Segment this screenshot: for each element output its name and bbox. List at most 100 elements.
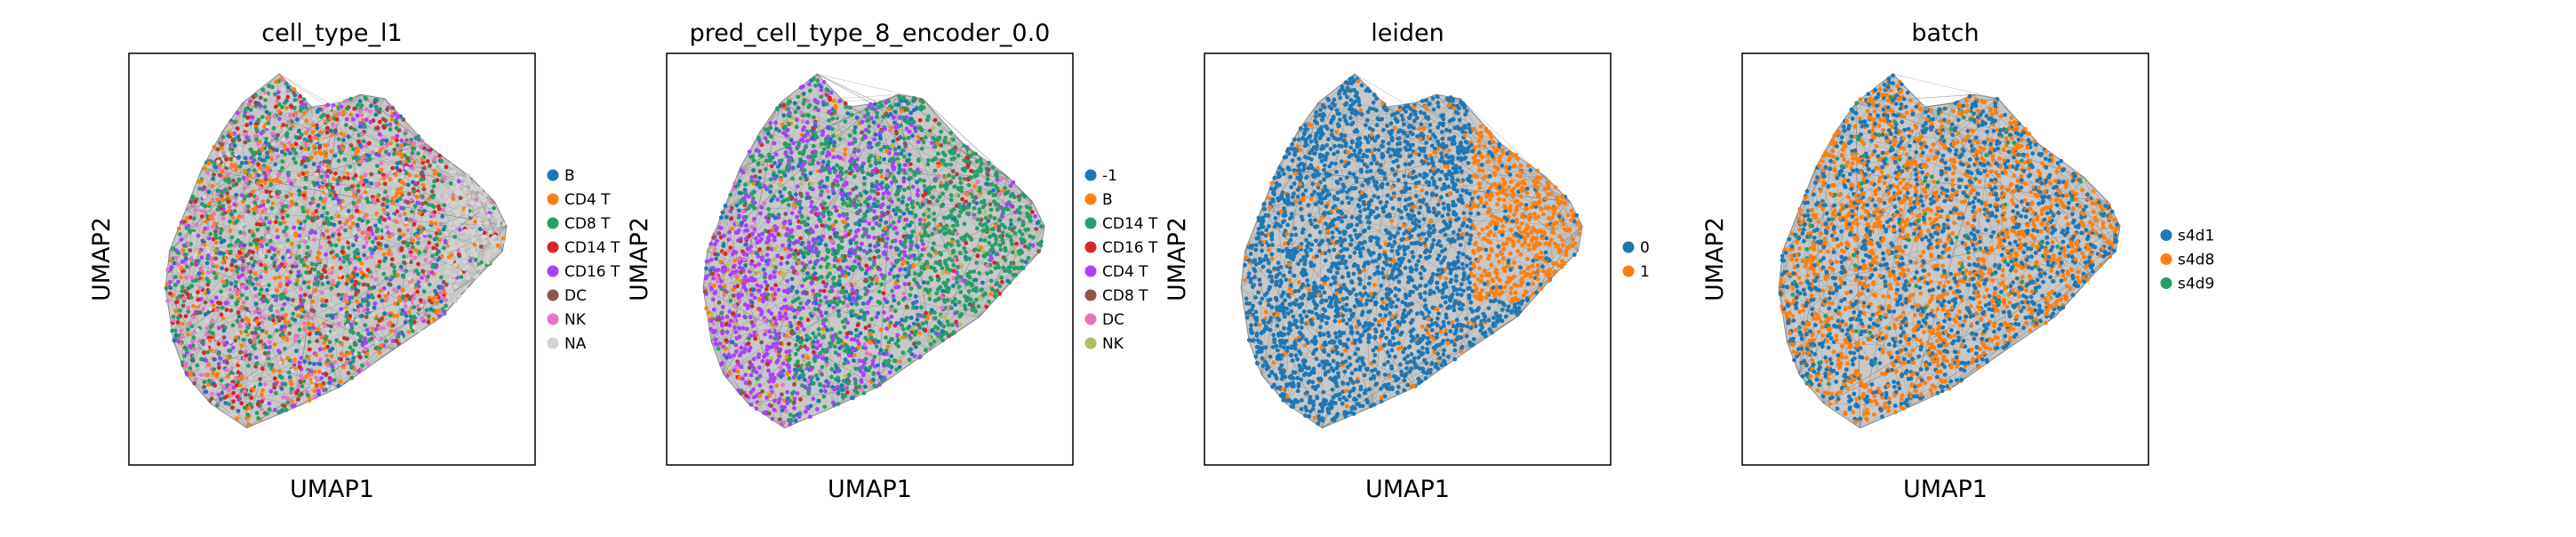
scatter-point (427, 241, 431, 245)
legend-marker (548, 314, 559, 325)
scatter-point (331, 368, 335, 373)
scatter-point (260, 282, 265, 286)
scatter-point (310, 317, 315, 321)
scatter-point (278, 285, 283, 289)
scatter-point (332, 360, 337, 365)
scatter-point (264, 266, 268, 270)
legend-marker (548, 266, 559, 277)
scatter-point (184, 257, 188, 261)
scatter-point (990, 182, 995, 187)
scatter-point (176, 280, 180, 285)
scatter-point (321, 185, 325, 189)
scatter-point (352, 231, 356, 236)
scatter-point (851, 287, 855, 292)
scatter-point (294, 234, 299, 238)
scatter-point (802, 255, 806, 260)
scatter-point (288, 126, 292, 131)
scatter-point (199, 373, 204, 377)
scatter-point (412, 141, 417, 146)
scatter-point (979, 157, 983, 162)
scatter-point (501, 222, 506, 227)
scatter-point (470, 187, 475, 191)
scatter-point (900, 350, 905, 355)
scatter-point (339, 357, 343, 362)
scatter-point (312, 116, 316, 121)
legend-label: B (564, 167, 575, 185)
scatter-point (234, 339, 238, 343)
scatter-point (172, 315, 176, 319)
scatter-point (905, 158, 909, 163)
scatter-point (333, 113, 338, 117)
scatter-point (349, 214, 354, 219)
scatter-point (387, 152, 391, 156)
scatter-point (260, 115, 265, 119)
scatter-point (203, 227, 207, 231)
scatter-point (820, 327, 825, 332)
scatter-point (428, 283, 432, 287)
scatter-point (364, 341, 368, 345)
scatter-point (236, 126, 240, 131)
scatter-point (205, 261, 210, 266)
scatter-point (308, 340, 312, 344)
scatter-point (191, 340, 196, 344)
scatter-point (820, 235, 825, 239)
scatter-point (446, 269, 451, 274)
scatter-point (197, 251, 202, 255)
scatter-point (901, 327, 906, 332)
scatter-point (417, 201, 421, 205)
scatter-point (267, 235, 271, 239)
scatter-point (334, 339, 339, 343)
scatter-point (396, 115, 400, 119)
scatter-point (852, 358, 856, 363)
scatter-point (794, 110, 798, 115)
scatter-point (371, 150, 375, 155)
scatter-point (224, 301, 228, 306)
scatter-point (280, 375, 284, 380)
scatter-point (375, 195, 380, 199)
scatter-point (355, 236, 359, 240)
scatter-point (225, 279, 229, 284)
scatter-point (294, 142, 299, 147)
scatter-point (411, 151, 415, 156)
scatter-point (263, 105, 268, 109)
scatter-point (218, 356, 222, 360)
scatter-point (310, 262, 315, 267)
scatter-point (764, 167, 768, 172)
scatter-point (1011, 250, 1015, 254)
scatter-point (897, 252, 901, 257)
scatter-point (384, 277, 388, 281)
scatter-point (398, 213, 403, 218)
scatter-point (741, 326, 746, 331)
scatter-point (301, 209, 306, 213)
scatter-point (358, 356, 363, 360)
scatter-point (320, 303, 324, 308)
scatter-point (231, 179, 236, 183)
scatter-point (282, 138, 286, 142)
scatter-point (234, 193, 238, 197)
scatter-point (233, 137, 237, 141)
scatter-point (935, 199, 940, 204)
scatter-point (297, 173, 301, 178)
scatter-point (284, 408, 289, 413)
scatter-point (185, 265, 189, 269)
scatter-point (339, 266, 343, 270)
scatter-point (300, 120, 305, 124)
scatter-point (923, 184, 927, 188)
scatter-point (796, 106, 801, 110)
scatter-point (435, 243, 439, 247)
scatter-point (228, 287, 232, 292)
scatter-point (760, 232, 764, 236)
scatter-point (319, 376, 324, 381)
scatter-point (235, 302, 239, 307)
scatter-point (836, 314, 841, 318)
scatter-point (181, 303, 186, 308)
scatter-point (344, 361, 348, 365)
scatter-point (376, 125, 380, 130)
scatter-point (208, 339, 212, 343)
scatter-point (743, 310, 748, 315)
scatter-point (180, 237, 184, 242)
scatter-point (940, 305, 945, 309)
scatter-point (812, 144, 816, 148)
scatter-point (234, 376, 238, 381)
scatter-point (788, 191, 792, 196)
